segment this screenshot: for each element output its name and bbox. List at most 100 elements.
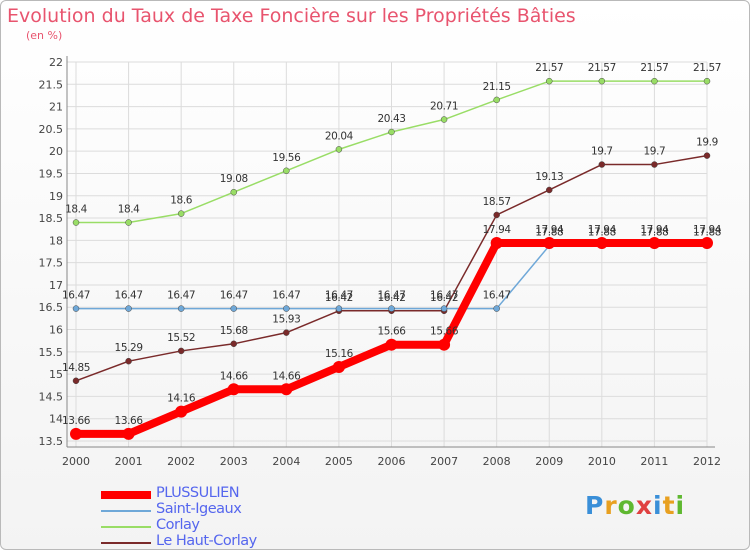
y-tick-label: 21.5: [39, 78, 64, 91]
unit-label: (en %): [26, 29, 63, 42]
y-tick-label: 22: [49, 56, 63, 69]
data-label-saint-igeaux: 17.88: [640, 227, 668, 239]
y-tick-label: 16.5: [39, 301, 64, 314]
data-label-saint-igeaux: 17.88: [588, 227, 616, 239]
data-label-saint-igeaux: 17.88: [693, 227, 721, 239]
data-point-plussulien: [122, 427, 135, 440]
data-label-plussulien: 15.66: [377, 326, 406, 338]
data-label-corlay: 18.4: [65, 204, 87, 216]
data-label-le-haut-corlay: 16.42: [325, 292, 353, 304]
y-tick-label: 13.5: [39, 435, 64, 448]
data-label-plussulien: 14.16: [167, 393, 196, 405]
data-label-plussulien: 17.94: [693, 224, 722, 236]
data-point-le-haut-corlay: [125, 357, 132, 365]
data-label-plussulien: 15.66: [430, 326, 459, 338]
data-point-plussulien: [175, 405, 188, 418]
data-point-le-haut-corlay: [283, 329, 290, 336]
legend-label-plussulien: PLUSSULIEN: [156, 485, 240, 501]
logo-letter: P: [585, 491, 605, 520]
y-tick-label: 17: [49, 279, 63, 292]
y-tick-label: 14: [49, 413, 63, 426]
data-point-plussulien: [332, 360, 345, 373]
x-tick-label: 2001: [115, 455, 143, 468]
data-point-le-haut-corlay: [230, 340, 237, 348]
x-tick-label: 2012: [693, 455, 721, 468]
y-tick-label: 15: [49, 368, 63, 381]
chart-title: Evolution du Taux de Taxe Foncière sur l…: [7, 5, 576, 27]
legend-swatch-saint-igeaux: [101, 510, 151, 512]
data-point-le-haut-corlay: [177, 347, 185, 355]
data-point-le-haut-corlay: [598, 161, 606, 168]
data-point-le-haut-corlay: [493, 211, 500, 219]
x-tick-label: 2007: [430, 455, 458, 468]
data-point-plussulien: [701, 237, 713, 250]
data-label-plussulien: 13.66: [115, 415, 144, 427]
y-tick-label: 19: [49, 190, 63, 203]
data-point-saint-igeaux: [493, 305, 500, 312]
data-label-saint-igeaux: 16.47: [483, 290, 511, 302]
data-point-saint-igeaux: [177, 305, 185, 312]
data-label-saint-igeaux: 16.47: [167, 290, 195, 302]
data-label-corlay: 21.57: [693, 62, 721, 74]
data-point-corlay: [230, 188, 237, 196]
data-label-plussulien: 17.94: [483, 224, 512, 236]
logo-letter: r: [604, 491, 618, 520]
data-point-saint-igeaux: [230, 305, 237, 312]
y-tick-label: 21: [49, 101, 63, 114]
x-tick-label: 2005: [325, 455, 353, 468]
data-point-corlay: [440, 116, 448, 123]
x-tick-label: 2010: [588, 455, 616, 468]
data-label-corlay: 18.6: [170, 195, 192, 207]
data-point-plussulien: [648, 237, 661, 250]
data-label-le-haut-corlay: 19.7: [591, 146, 613, 158]
x-tick-label: 2000: [62, 455, 90, 468]
data-label-saint-igeaux: 16.47: [377, 290, 405, 302]
data-label-le-haut-corlay: 16.42: [430, 292, 458, 304]
data-point-corlay: [283, 167, 290, 175]
data-label-le-haut-corlay: 19.13: [535, 171, 563, 183]
data-label-saint-igeaux: 17.88: [535, 227, 563, 239]
data-point-corlay: [335, 146, 343, 153]
data-point-plussulien: [438, 338, 451, 351]
data-point-corlay: [651, 77, 658, 85]
data-label-le-haut-corlay: 19.7: [644, 146, 666, 158]
data-point-plussulien: [227, 383, 240, 396]
data-label-le-haut-corlay: 16.42: [377, 292, 405, 304]
y-tick-label: 19.5: [39, 167, 64, 180]
x-tick-label: 2009: [535, 455, 563, 468]
data-point-plussulien: [595, 237, 608, 250]
data-label-plussulien: 13.66: [62, 415, 91, 427]
y-tick-label: 14.5: [39, 390, 64, 403]
data-point-saint-igeaux: [283, 305, 290, 312]
data-point-le-haut-corlay: [72, 377, 80, 385]
data-point-corlay: [177, 210, 185, 217]
x-tick-label: 2011: [640, 455, 668, 468]
data-point-corlay: [546, 77, 553, 85]
y-tick-label: 18.5: [39, 212, 64, 225]
data-point-plussulien: [385, 338, 398, 351]
data-label-corlay: 20.71: [430, 101, 458, 113]
y-tick-label: 16: [49, 324, 63, 337]
data-label-corlay: 20.43: [377, 113, 405, 125]
data-label-saint-igeaux: 16.47: [62, 290, 90, 302]
y-tick-label: 17.5: [39, 257, 64, 270]
data-label-corlay: 21.57: [535, 62, 563, 74]
data-point-le-haut-corlay: [651, 161, 658, 168]
data-label-le-haut-corlay: 15.52: [167, 332, 195, 344]
logo-letter: t: [662, 491, 676, 520]
logo-letter: x: [635, 491, 653, 520]
legend-label-saint-igeaux: Saint-Igeaux: [156, 501, 242, 517]
data-label-saint-igeaux: 16.47: [430, 290, 458, 302]
data-label-plussulien: 17.94: [640, 224, 669, 236]
legend-swatch-corlay: [101, 526, 151, 528]
data-label-le-haut-corlay: 18.57: [483, 196, 511, 208]
data-point-corlay: [493, 96, 500, 104]
data-point-plussulien: [543, 237, 556, 250]
data-label-plussulien: 14.66: [220, 370, 249, 382]
data-point-saint-igeaux: [440, 305, 448, 312]
data-label-corlay: 21.15: [483, 81, 511, 93]
data-label-le-haut-corlay: 15.93: [272, 314, 300, 326]
data-point-saint-igeaux: [335, 305, 343, 312]
